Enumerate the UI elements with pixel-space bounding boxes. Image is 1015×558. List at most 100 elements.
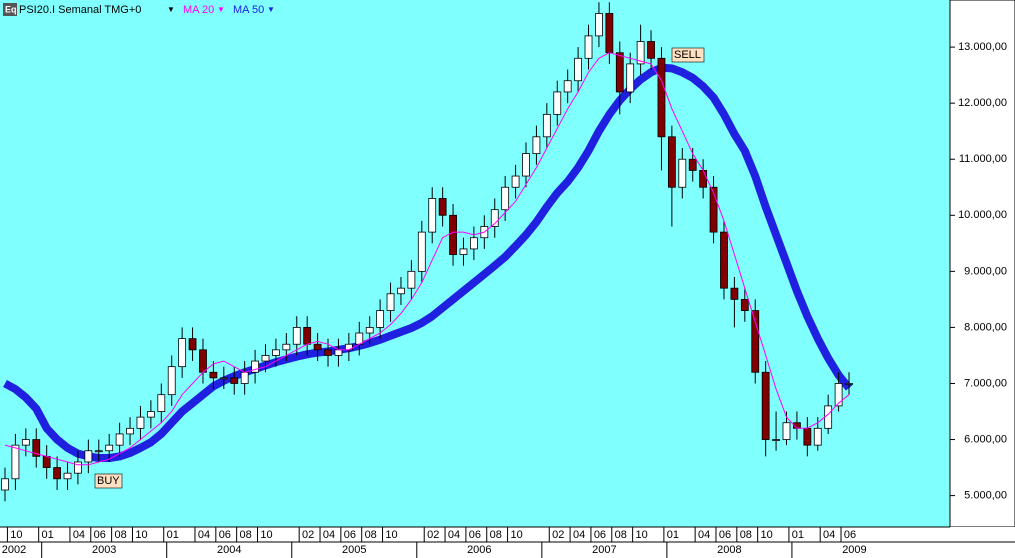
x-tick-label: 02	[427, 529, 439, 541]
candle-body	[209, 371, 218, 379]
icon[interactable]	[3, 3, 17, 16]
year-label: 2004	[217, 544, 241, 556]
candle-body	[199, 349, 207, 373]
candle-body	[136, 416, 145, 429]
candle-body	[407, 270, 416, 289]
candle-body	[167, 366, 176, 396]
x-tick-label: 04	[73, 529, 85, 541]
candle-body	[386, 293, 395, 311]
candle-body	[469, 237, 478, 250]
candle-body	[761, 371, 770, 440]
candle-body	[63, 472, 72, 480]
candle-body	[522, 153, 530, 177]
x-tick-label: 10	[10, 529, 22, 541]
dropdown-arrow[interactable]: ▼	[167, 5, 175, 14]
legend-entry[interactable]: MA 20	[183, 4, 214, 16]
candle-body	[272, 349, 280, 356]
x-tick-label: 04	[698, 529, 710, 541]
year-label: 2003	[92, 544, 116, 556]
x-tick-label: 01	[792, 529, 804, 541]
candle-body	[303, 327, 312, 345]
x-tick-label: 10	[510, 529, 522, 541]
ma-line	[4, 52, 850, 466]
candle-body	[178, 338, 187, 368]
x-tick-label: 06	[94, 529, 106, 541]
candle-body	[1, 478, 9, 491]
candle-body	[584, 35, 593, 59]
x-tick-label: 02	[552, 529, 564, 541]
candle-body	[688, 158, 697, 171]
chart-title[interactable]: PSI20.I Semanal TMG+0	[19, 4, 141, 16]
x-tick-label: 06	[219, 529, 231, 541]
x-tick-label: 04	[573, 529, 585, 541]
candle-body	[636, 41, 645, 65]
candle-body	[251, 360, 259, 373]
x-tick-label: 10	[260, 529, 272, 541]
candle-body	[115, 433, 124, 446]
candle-body	[709, 186, 718, 233]
candle-body	[459, 248, 468, 255]
candle-body	[845, 383, 853, 385]
candle-body	[720, 231, 728, 289]
legend-entry[interactable]: MA 50	[233, 4, 264, 16]
x-tick-label: 10	[761, 529, 773, 541]
annotation: BUY	[97, 475, 120, 487]
dropdown-arrow[interactable]: ▼	[267, 5, 275, 14]
candle-body	[438, 198, 447, 216]
candle-body	[563, 80, 572, 93]
candle-body	[740, 298, 749, 311]
year-label: 2005	[342, 544, 366, 556]
candle-body	[313, 343, 322, 351]
candle-body	[365, 327, 374, 334]
candle-body	[667, 136, 676, 188]
candle-body	[626, 63, 635, 93]
candle-body	[146, 411, 155, 418]
candle-body	[595, 13, 603, 37]
candle-body	[240, 371, 249, 384]
x-tick-label: 08	[615, 529, 627, 541]
candle-body	[126, 427, 134, 435]
x-tick-label: 10	[385, 529, 397, 541]
y-axis-panel	[949, 0, 1015, 528]
candle-body	[834, 383, 843, 407]
candle-body	[219, 377, 228, 380]
candle-body	[657, 57, 666, 138]
candle-body	[730, 287, 739, 300]
x-tick-label: 06	[719, 529, 731, 541]
candle-body	[188, 338, 197, 351]
candle-body	[678, 158, 687, 188]
candle-body	[553, 91, 562, 115]
candle-body	[699, 170, 708, 188]
candle-body	[230, 377, 239, 384]
candle-body	[605, 13, 614, 54]
candle-body	[428, 198, 437, 233]
candle-body	[53, 467, 61, 480]
y-tick-label: 13.000,00	[958, 41, 1007, 53]
y-tick-label: 9.000,00	[964, 265, 1007, 277]
candle-body	[501, 186, 510, 211]
x-tick-label: 08	[114, 529, 126, 541]
annotation: SELL	[674, 49, 701, 61]
candle-body	[157, 394, 166, 412]
y-tick-label: 6.000,00	[964, 433, 1007, 445]
dropdown-arrow[interactable]: ▼	[217, 5, 225, 14]
year-label: 2007	[592, 544, 616, 556]
annotation-box	[94, 473, 123, 489]
candle-body	[449, 214, 457, 255]
candle-body	[282, 343, 291, 351]
candle-body	[615, 52, 624, 93]
candle-body	[21, 439, 30, 446]
candle-body	[490, 209, 499, 227]
candle-body	[803, 427, 812, 446]
candle-body	[94, 450, 103, 453]
candle-body	[105, 444, 114, 452]
candle-body	[397, 287, 405, 295]
candle-body	[511, 175, 520, 188]
x-tick-label: 04	[323, 529, 335, 541]
y-tick-label: 5.000,00	[964, 490, 1007, 502]
x-tick-label: 04	[198, 529, 210, 541]
annotation-box	[671, 47, 705, 63]
year-label: 2008	[717, 544, 741, 556]
x-tick-label: 06	[844, 529, 856, 541]
